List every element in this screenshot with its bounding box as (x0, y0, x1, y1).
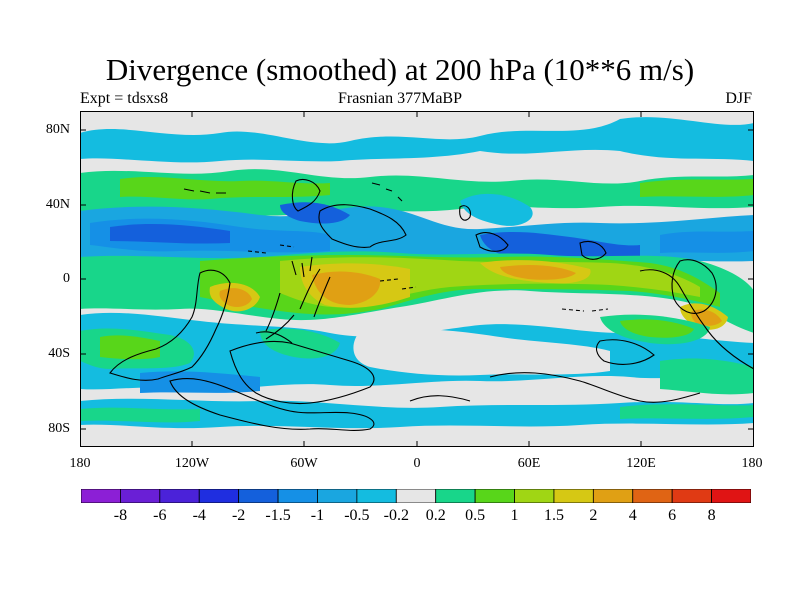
colorbar-swatch (317, 489, 356, 503)
colorbar-label: 4 (629, 507, 637, 525)
colorbar-label: -2 (232, 507, 245, 525)
lat-label-0: 0 (63, 271, 70, 287)
lon-label-120e: 120E (626, 456, 656, 472)
lon-label-180w: 180 (70, 456, 91, 472)
contour-antarctic-green (80, 408, 200, 423)
colorbar-swatch (357, 489, 396, 503)
season-label: DJF (725, 90, 752, 108)
contour-pacific-blue (660, 231, 754, 253)
colorbar (81, 489, 751, 503)
colorbar-swatch (633, 489, 672, 503)
colorbar-label: 1.5 (544, 507, 564, 525)
colorbar-swatch (160, 489, 199, 503)
lon-label-120w: 120W (175, 456, 209, 472)
colorbar-swatch (554, 489, 593, 503)
lon-label-60w: 60W (290, 456, 317, 472)
lat-label-80n: 80N (46, 122, 70, 138)
divergence-map (80, 111, 754, 447)
contour-antarctic-green-2 (620, 404, 754, 419)
colorbar-swatch (672, 489, 711, 503)
lat-label-80s: 80S (48, 421, 70, 437)
colorbar-label: -4 (193, 507, 206, 525)
colorbar-swatch (278, 489, 317, 503)
lat-label-40n: 40N (46, 197, 70, 213)
colorbar-label: 2 (589, 507, 597, 525)
lat-label-40s: 40S (48, 346, 70, 362)
map-title: Divergence (smoothed) at 200 hPa (10**6 … (0, 52, 800, 88)
colorbar-swatch (436, 489, 475, 503)
colorbar-label: -1 (311, 507, 324, 525)
colorbar-swatch (239, 489, 278, 503)
colorbar-label: -0.2 (384, 507, 409, 525)
colorbar-label: 6 (668, 507, 676, 525)
colorbar-swatch (593, 489, 632, 503)
colorbar-swatch (396, 489, 435, 503)
contour-north-lime-2 (640, 179, 754, 197)
period-label: Frasnian 377MaBP (0, 90, 800, 108)
colorbar-label: 1 (511, 507, 519, 525)
colorbar-swatch (475, 489, 514, 503)
lon-label-0: 0 (414, 456, 421, 472)
colorbar-label: -1.5 (265, 507, 290, 525)
colorbar-swatch (120, 489, 159, 503)
colorbar-swatch (199, 489, 238, 503)
contour-southeast-green (660, 359, 754, 395)
colorbar-swatch (81, 489, 120, 503)
lon-label-180e: 180 (742, 456, 763, 472)
colorbar-label: 0.5 (465, 507, 485, 525)
colorbar-label: 8 (708, 507, 716, 525)
lon-label-60e: 60E (518, 456, 541, 472)
colorbar-label: -8 (114, 507, 127, 525)
colorbar-label: -0.5 (344, 507, 369, 525)
colorbar-label: 0.2 (426, 507, 446, 525)
colorbar-swatch (515, 489, 554, 503)
colorbar-swatch (712, 489, 751, 503)
colorbar-label: -6 (153, 507, 166, 525)
